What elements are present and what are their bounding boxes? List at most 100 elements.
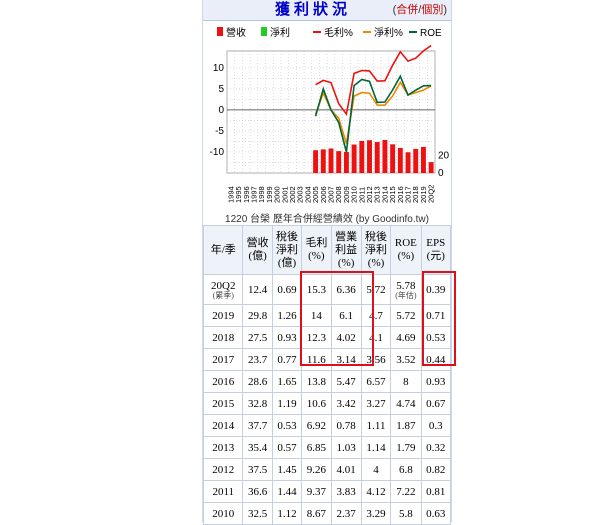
cell-gm: 14	[301, 304, 332, 327]
cell-value: 0.63	[426, 507, 446, 520]
col-header-line: (%)	[308, 250, 325, 262]
cell-value: 13.8	[306, 375, 326, 388]
cell-eps: 0.44	[420, 348, 452, 371]
cell-rev: 36.6	[242, 480, 273, 503]
col-header-1[interactable]: 營收 (億)	[242, 225, 273, 275]
x-axis-tick-label: 2003	[296, 186, 305, 203]
cell-nm: 1.11	[360, 414, 392, 437]
col-header-5[interactable]: 稅後 淨利 (%)	[360, 225, 392, 275]
cell-period: 2015	[202, 392, 244, 415]
cell-value: 9.26	[306, 463, 326, 476]
cell-roe: 5.8	[390, 502, 422, 525]
cell-value: 5.72	[366, 283, 386, 296]
x-axis-tick-label: 2019	[419, 186, 428, 203]
cell-value: 27.5	[248, 331, 268, 344]
individual-link[interactable]: 個別	[421, 4, 444, 16]
cell-value: 1.19	[277, 397, 297, 410]
table-row: 2010 32.5 1.12 8.67 2.37 3.29 5.8 0.63	[202, 502, 452, 525]
x-axis-tick-label: 2004	[303, 186, 312, 203]
col-header-line: 利益	[335, 243, 358, 256]
cell-value: 6.36	[336, 283, 356, 296]
cell-value: 1.45	[277, 463, 297, 476]
cell-value: 0.57	[277, 441, 297, 454]
cell-value: 11.6	[306, 353, 326, 366]
cell-om: 6.1	[330, 304, 362, 327]
cell-value: 1.26	[277, 309, 297, 322]
cell-gm: 13.8	[301, 370, 332, 393]
cell-value: 35.4	[248, 441, 268, 454]
cell-value: 4.7	[369, 309, 383, 322]
cell-value: 37.5	[248, 463, 268, 476]
cell-value: 4.01	[336, 463, 356, 476]
x-axis-tick-label: 20Q2	[427, 185, 436, 203]
table-row: 2018 27.5 0.93 12.3 4.02 4.1 4.69 0.53	[202, 326, 452, 349]
cell-eps: 0.3	[420, 414, 452, 437]
revenue-bar	[320, 149, 326, 173]
x-axis-tick-label: 2002	[288, 186, 297, 203]
cell-roe: 4.69	[390, 326, 422, 349]
col-header-3[interactable]: 毛利 (%)	[301, 225, 332, 275]
cell-value: 36.6	[248, 485, 268, 498]
cell-value: 5.78	[396, 279, 416, 292]
col-header-4[interactable]: 營業 利益 (%)	[330, 225, 362, 275]
cell-nm: 4.7	[360, 304, 392, 327]
cell-gm: 12.3	[301, 326, 332, 349]
cell-value: 2014	[212, 419, 235, 432]
x-axis-tick-label: 2014	[380, 186, 389, 203]
cell-value: 6.8	[399, 463, 413, 476]
col-header-7[interactable]: EPS (元)	[420, 225, 452, 275]
x-axis-tick-label: 1999	[265, 186, 274, 203]
cell-gm: 11.6	[301, 348, 332, 371]
cell-value: 1.14	[366, 441, 386, 454]
x-axis-tick-label: 2006	[319, 186, 328, 203]
cell-value: 0.93	[426, 375, 446, 388]
cell-eps: 0.81	[420, 480, 452, 503]
cell-eps: 0.82	[420, 458, 452, 481]
x-axis-tick-label: 2001	[280, 186, 289, 203]
cell-value: 8.67	[306, 507, 326, 520]
cell-value: 20Q2	[211, 279, 236, 292]
left-axis-tick-label: 0	[218, 105, 224, 116]
col-header-2[interactable]: 稅後 淨利 (億)	[271, 225, 303, 275]
consolidated-link[interactable]: 合併	[396, 4, 419, 16]
revenue-bar	[428, 162, 434, 173]
cell-period: 2016	[202, 370, 244, 393]
cell-rev: 32.5	[242, 502, 273, 525]
cell-note: (累季)	[212, 290, 234, 300]
table-row: 2019 29.8 1.26 14 6.1 4.7 5.72 0.71	[202, 304, 452, 327]
col-header-line: 年/季	[210, 243, 236, 256]
x-axis-tick-label: 1994	[226, 186, 235, 203]
chart-caption: 1220 台榮 歷年合併經營績效 (by Goodinfo.tw)	[225, 214, 429, 225]
cell-value: 23.7	[248, 353, 268, 366]
col-header-line: 淨利	[275, 243, 298, 256]
panel-header: 獲利狀況 (合併/個別)	[203, 0, 451, 21]
col-header-6[interactable]: ROE (%)	[390, 225, 422, 275]
cell-value: 2011	[212, 485, 235, 498]
col-header-line: (億)	[248, 250, 267, 262]
legend-swatch	[261, 27, 267, 36]
cell-om: 3.83	[330, 480, 362, 503]
left-axis-tick-label: -10	[210, 147, 225, 158]
cell-om: 3.42	[330, 392, 362, 415]
cell-roe: 5.78 (年估)	[390, 274, 422, 305]
cell-value: 0.71	[426, 309, 446, 322]
cell-value: 8	[403, 375, 409, 388]
col-header-line: (億)	[277, 256, 297, 269]
cell-nm: 5.72	[360, 274, 392, 305]
col-header-line: ROE	[394, 237, 417, 249]
cell-note: (年估)	[395, 290, 417, 300]
col-header-0[interactable]: 年/季	[202, 225, 244, 275]
cell-rev: 23.7	[242, 348, 273, 371]
cell-value: 4.02	[336, 331, 356, 344]
cell-rev: 28.6	[242, 370, 273, 393]
cell-om: 3.14	[330, 348, 362, 371]
cell-om: 0.78	[330, 414, 362, 437]
cell-value: 1.12	[277, 507, 297, 520]
cell-value: 0.93	[277, 331, 297, 344]
profitability-panel: 獲利狀況 (合併/個別) 10 5 0 -5 -10 20 0 1994 1995 1996 199…	[202, 0, 456, 525]
cell-ni: 0.57	[271, 436, 303, 459]
cell-eps: 0.32	[420, 436, 452, 459]
cell-value: 3.42	[336, 397, 356, 410]
x-axis-tick-label: 2015	[388, 186, 397, 203]
cell-period: 20Q2 (累季)	[202, 274, 244, 305]
